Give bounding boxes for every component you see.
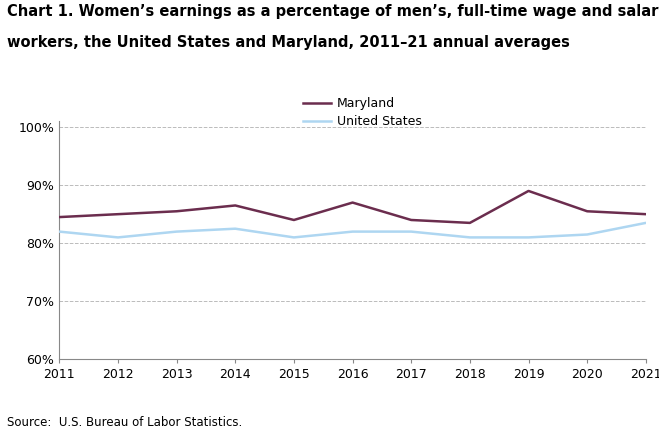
Line: Maryland: Maryland	[59, 191, 646, 223]
Maryland	[114, 212, 122, 217]
Legend: Maryland, United States: Maryland, United States	[303, 97, 422, 128]
United States	[407, 229, 415, 234]
United States	[349, 229, 357, 234]
Maryland	[55, 214, 63, 220]
Maryland	[583, 209, 591, 214]
Maryland	[466, 220, 474, 226]
Maryland	[525, 188, 532, 194]
United States	[55, 229, 63, 234]
Maryland	[290, 217, 298, 223]
United States	[583, 232, 591, 237]
Line: United States: United States	[59, 223, 646, 237]
Text: Source:  U.S. Bureau of Labor Statistics.: Source: U.S. Bureau of Labor Statistics.	[7, 416, 242, 429]
United States	[525, 235, 532, 240]
Maryland	[231, 203, 239, 208]
United States	[231, 226, 239, 231]
United States	[173, 229, 181, 234]
United States	[290, 235, 298, 240]
United States	[466, 235, 474, 240]
Text: Chart 1. Women’s earnings as a percentage of men’s, full-time wage and salary: Chart 1. Women’s earnings as a percentag…	[7, 4, 659, 19]
United States	[114, 235, 122, 240]
Text: workers, the United States and Maryland, 2011–21 annual averages: workers, the United States and Maryland,…	[7, 35, 569, 50]
Maryland	[407, 217, 415, 223]
Maryland	[642, 212, 650, 217]
Maryland	[349, 200, 357, 205]
United States	[642, 220, 650, 226]
Maryland	[173, 209, 181, 214]
